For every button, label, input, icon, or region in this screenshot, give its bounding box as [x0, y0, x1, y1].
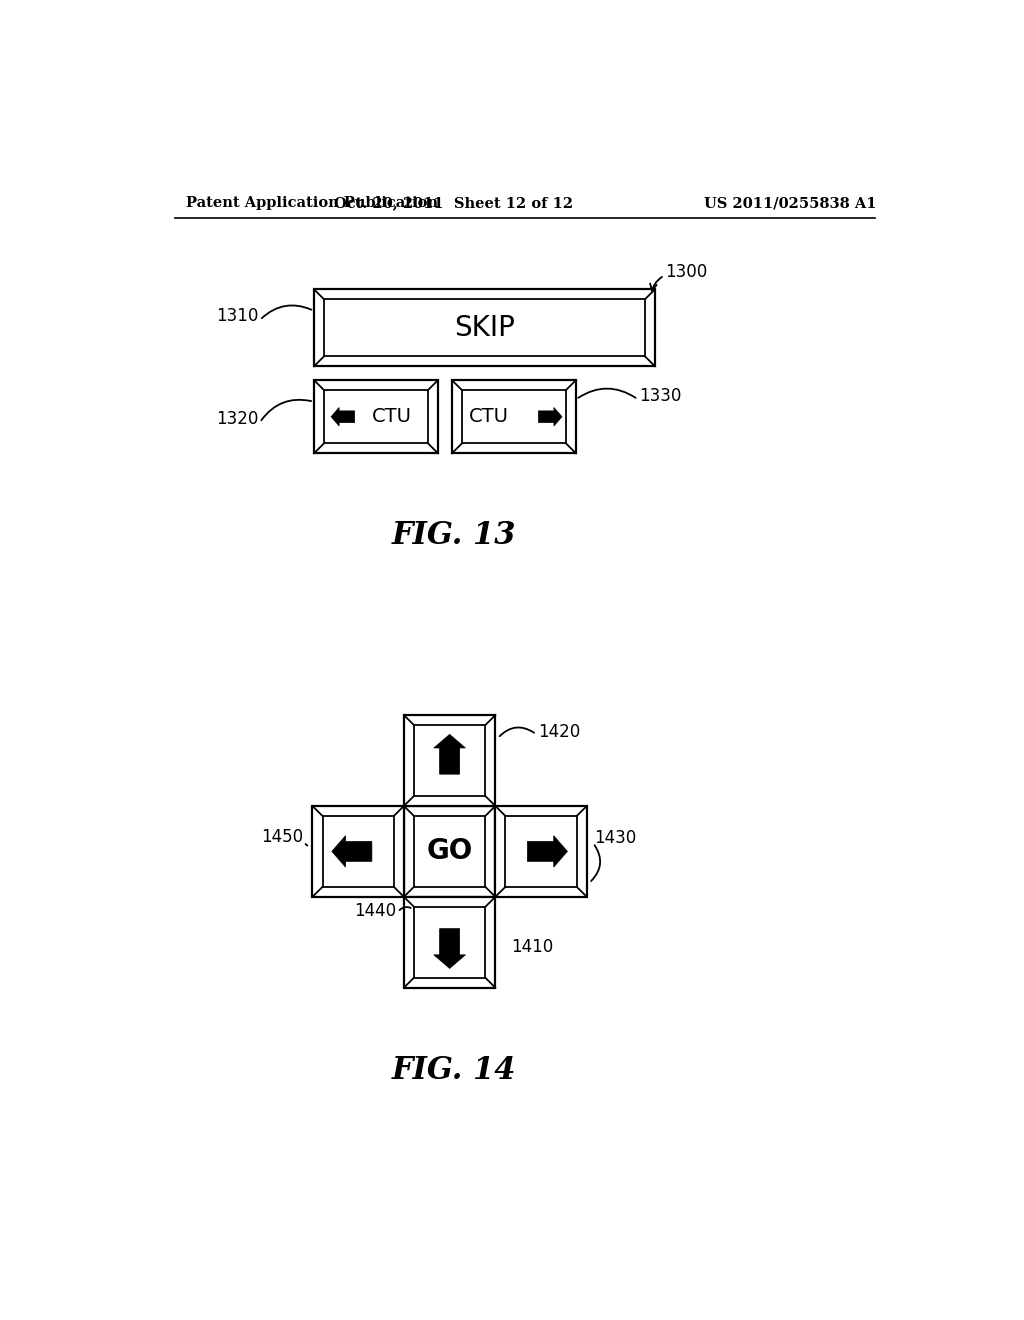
Bar [314, 380, 438, 453]
Polygon shape [332, 836, 372, 867]
Text: 1330: 1330 [640, 387, 682, 404]
Text: CTU: CTU [372, 408, 412, 426]
Text: 1420: 1420 [538, 723, 581, 741]
Bar [314, 289, 655, 367]
Polygon shape [434, 929, 466, 969]
Text: Oct. 20, 2011  Sheet 12 of 12: Oct. 20, 2011 Sheet 12 of 12 [334, 197, 573, 210]
Text: SKIP: SKIP [454, 314, 515, 342]
Text: 1410: 1410 [511, 939, 553, 956]
Bar [452, 380, 575, 453]
Bar [414, 725, 485, 796]
Bar [462, 391, 566, 444]
Polygon shape [434, 734, 466, 774]
Text: GO: GO [427, 837, 473, 866]
Bar [324, 300, 645, 356]
Bar [414, 907, 485, 978]
Text: 1320: 1320 [216, 409, 258, 428]
Polygon shape [331, 408, 354, 426]
Polygon shape [527, 836, 567, 867]
Text: US 2011/0255838 A1: US 2011/0255838 A1 [705, 197, 877, 210]
Bar [403, 715, 496, 807]
Text: 1430: 1430 [595, 829, 637, 847]
Text: CTU: CTU [469, 408, 509, 426]
Bar [414, 816, 485, 887]
Text: 1310: 1310 [216, 308, 258, 325]
Bar [312, 807, 403, 896]
Text: Patent Application Publication: Patent Application Publication [186, 197, 438, 210]
Text: FIG. 13: FIG. 13 [391, 520, 516, 552]
Bar [323, 816, 394, 887]
Bar [403, 896, 496, 987]
Text: 1450: 1450 [261, 828, 303, 846]
Bar [506, 816, 577, 887]
Bar [403, 807, 496, 896]
Polygon shape [539, 408, 562, 426]
Bar [496, 807, 587, 896]
Text: FIG. 14: FIG. 14 [391, 1056, 516, 1086]
Bar [324, 391, 428, 444]
Text: 1440: 1440 [354, 902, 396, 920]
Text: 1300: 1300 [665, 264, 708, 281]
